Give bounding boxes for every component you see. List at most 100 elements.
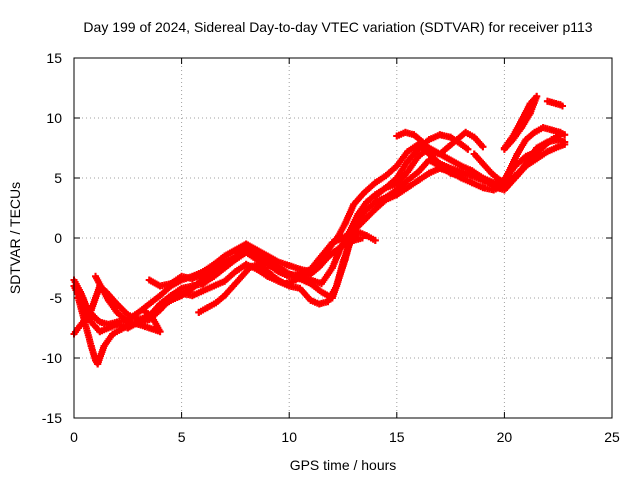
data-point [505,179,513,187]
data-point [339,258,347,266]
data-point [425,156,433,164]
data-point [221,252,229,260]
data-point [307,280,315,288]
data-point [457,140,465,148]
plot-frame [73,57,613,419]
data-point [414,145,422,153]
series-track-7 [195,234,366,316]
data-point [221,277,229,285]
data-point [98,284,106,292]
data-point [518,116,526,124]
data-point [447,156,455,164]
data-point [513,150,521,158]
data-point [178,292,186,300]
data-point [457,174,465,182]
data-point [404,176,412,184]
data-point [526,100,534,108]
data-point [543,97,551,105]
data-point [371,179,379,187]
data-point [145,324,153,332]
data-point [511,162,519,170]
series-track-6 [145,140,569,290]
data-point [113,300,121,308]
data-point [264,268,272,276]
data-point [401,128,409,136]
data-point [543,148,551,156]
data-point [363,198,371,206]
series-track-1 [70,124,569,328]
data-point [404,168,412,176]
x-tick-label: 0 [70,429,78,445]
series-track-12 [543,97,567,110]
data-point [324,253,332,261]
data-point [522,152,530,160]
data-point [341,220,349,228]
data-point [468,179,476,187]
data-point [281,280,289,288]
data-point [92,294,100,302]
data-point [139,306,147,314]
data-point [264,260,272,268]
data-point [212,299,220,307]
data-point [548,98,556,106]
data-point [371,192,379,200]
data-point [328,264,336,272]
data-point [531,152,539,160]
data-point [552,100,560,108]
data-point [479,184,487,192]
data-point [315,300,323,308]
y-tick-label: 0 [54,230,62,246]
data-point [539,143,547,151]
data-point [393,174,401,182]
data-point [96,328,104,336]
data-point [531,128,539,136]
data-point [509,136,517,144]
data-point [382,196,390,204]
y-axis-label: SDTVAR / TECUs [7,182,23,294]
data-point [156,328,164,336]
data-point [414,176,422,184]
x-tick-label: 10 [281,429,297,445]
data-point [199,270,207,278]
data-point [363,232,371,240]
data-point [382,172,390,180]
data-point [188,284,196,292]
data-point [436,164,444,172]
data-point [479,143,487,151]
series-track-5 [92,272,164,336]
data-point [328,239,336,247]
data-point [470,150,478,158]
data-point [81,316,89,324]
data-point [156,282,164,290]
data-point [242,260,250,268]
data-point [490,179,498,187]
chart-title: Day 199 of 2024, Sidereal Day-to-day VTE… [83,19,592,35]
data-point [425,136,433,144]
data-point [447,133,455,141]
series-track-10 [470,131,564,187]
data-point [333,246,341,254]
data-point [341,240,349,248]
data-point [533,92,541,100]
data-point [210,265,218,273]
x-axis-label: GPS time / hours [290,457,397,473]
data-point [255,260,263,268]
data-point [113,308,121,316]
x-tick-labels: 0 5 10 15 20 25 [70,429,620,445]
data-point-markers [70,124,569,328]
data-point [104,324,112,332]
data-point [94,360,102,368]
data-point [328,294,336,302]
data-point [298,272,306,280]
data-point [350,200,358,208]
y-tick-labels: -15 -10 -5 0 5 10 15 [42,50,62,426]
data-point [156,292,164,300]
data-point [548,126,556,134]
data-point [436,131,444,139]
data-point [371,198,379,206]
data-point [188,292,196,300]
data-point [339,234,347,242]
data-point [199,287,207,295]
data-point [559,102,567,110]
